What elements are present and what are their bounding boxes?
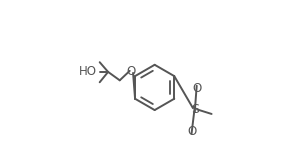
- Text: O: O: [187, 125, 196, 138]
- Text: S: S: [191, 103, 199, 116]
- Text: O: O: [192, 82, 201, 95]
- Text: HO: HO: [79, 65, 97, 78]
- Text: O: O: [127, 65, 136, 78]
